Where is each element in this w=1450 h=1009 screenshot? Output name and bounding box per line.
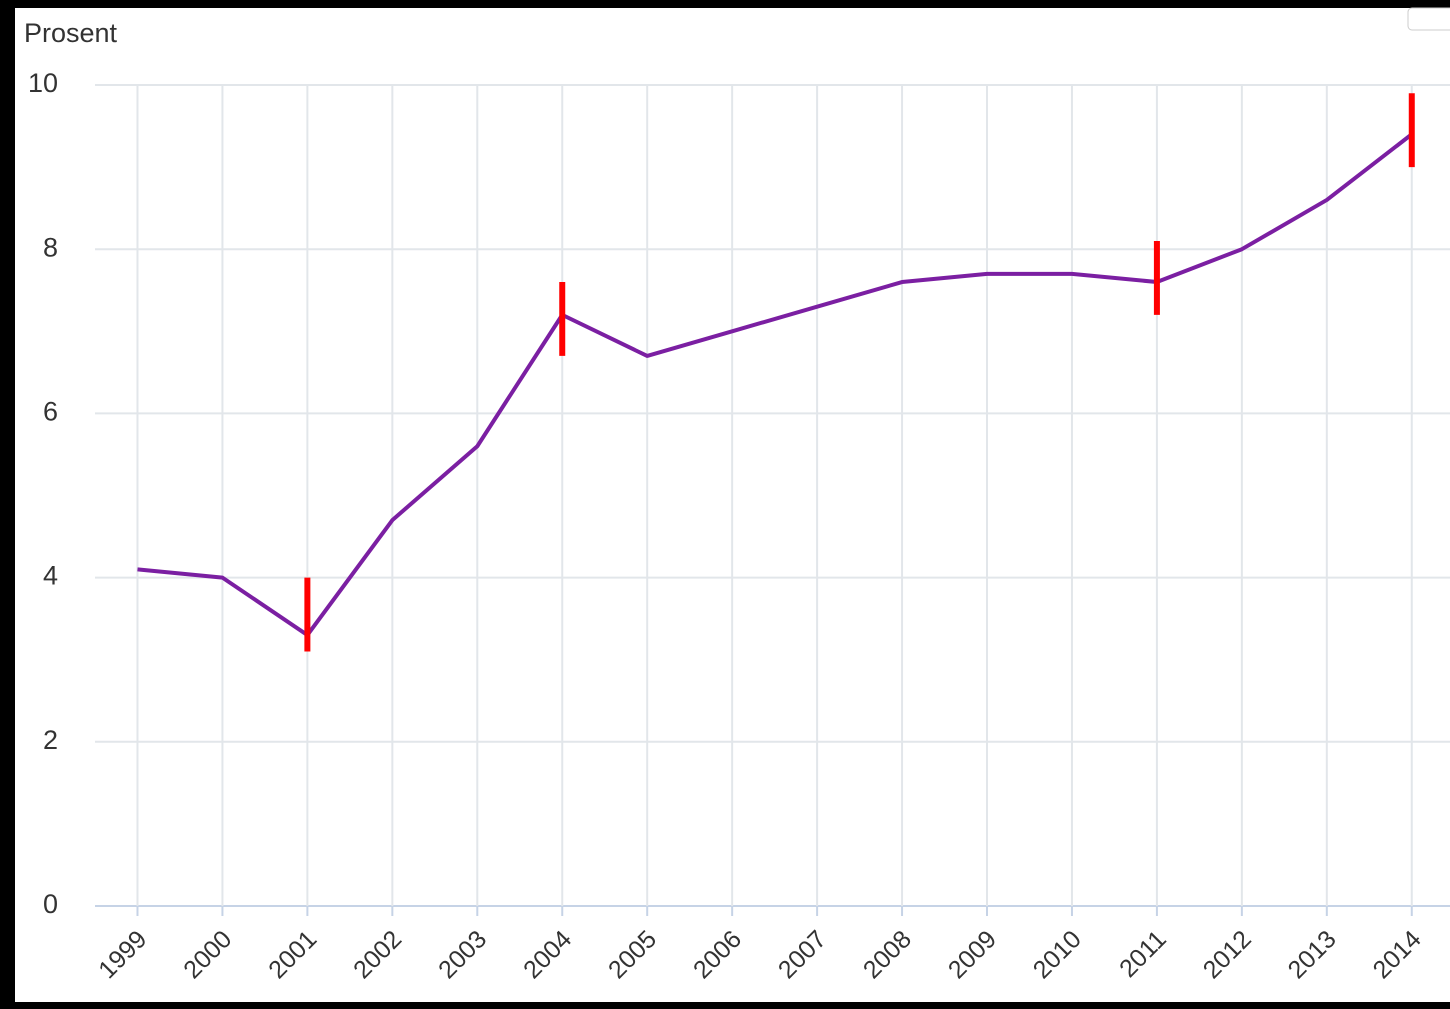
y-tick-label: 10 [28,68,58,98]
y-tick-label: 0 [43,889,58,919]
y-tick-label: 8 [43,232,58,262]
y-tick-label: 6 [43,397,58,427]
y-tick-label: 2 [43,725,58,755]
menu-button[interactable] [1407,7,1450,31]
y-axis-label: Prosent [24,18,118,48]
y-tick-label: 4 [43,561,58,591]
line [137,132,1413,638]
